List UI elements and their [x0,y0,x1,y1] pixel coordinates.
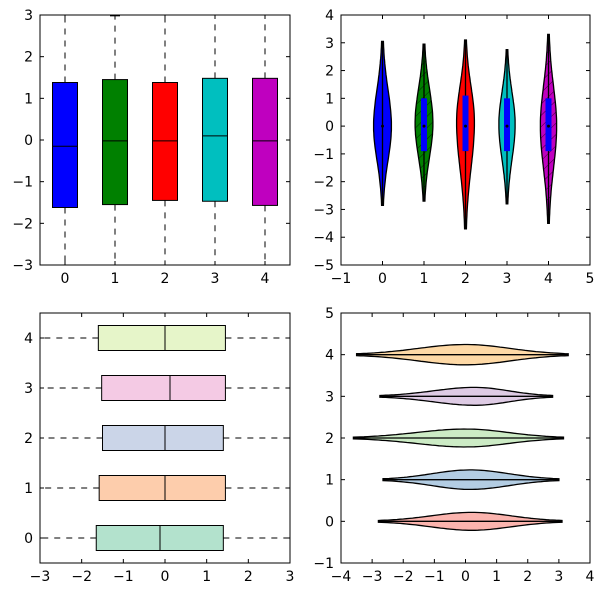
x-tick-label: 2 [161,271,170,287]
y-tick-label: 4 [325,8,334,24]
y-tick-label: −4 [313,230,334,246]
x-tick-label: 1 [492,569,501,585]
x-tick-label: 1 [420,271,429,287]
violin-median-dot [547,124,550,128]
y-tick-label: 2 [325,431,334,447]
y-tick-label: 3 [325,389,334,405]
x-tick-label: 4 [261,271,270,287]
x-tick-label: −3 [30,569,51,585]
x-tick-label: −3 [362,569,383,585]
y-tick-label: 0 [24,531,33,547]
violin-median-dot [422,124,426,128]
y-tick-label: 3 [24,8,33,24]
x-tick-label: 3 [286,569,295,585]
box-rect [101,375,226,401]
y-tick-label: 3 [325,36,334,52]
y-tick-label: 0 [24,133,33,149]
box-rect [102,425,224,451]
x-tick-label: 4 [586,569,595,585]
x-tick-label: 0 [461,569,470,585]
y-tick-label: 4 [24,331,33,347]
y-tick-label: 5 [325,306,334,322]
x-tick-label: 1 [202,569,211,585]
violin-median-dot [381,124,384,128]
y-tick-label: 2 [24,431,33,447]
y-tick-label: 3 [24,381,33,397]
y-tick-label: 1 [24,481,33,497]
x-tick-label: −2 [393,569,414,585]
y-tick-label: 0 [325,514,334,530]
x-tick-label: 3 [211,271,220,287]
y-tick-label: 2 [24,50,33,66]
y-tick-label: −1 [313,147,334,163]
y-tick-label: 1 [24,91,33,107]
x-tick-label: −1 [424,569,445,585]
x-tick-label: −1 [331,271,352,287]
x-tick-label: −4 [331,569,352,585]
box-rect [152,82,178,201]
box-rect [52,82,78,208]
x-tick-label: −2 [71,569,92,585]
violin-median-dot [464,124,467,128]
y-tick-label: 1 [325,473,334,489]
violin-median-dot [505,124,509,128]
box-rect [252,77,278,206]
x-tick-label: 0 [161,569,170,585]
x-tick-label: 0 [61,271,70,287]
box-rect [102,79,128,206]
y-tick-label: −3 [12,258,33,274]
y-tick-label: 2 [325,64,334,80]
panel-box-horizontal: −3 −2 −1 0 1 2 3 0 1 2 3 4 [24,312,295,585]
x-tick-label: 4 [544,271,553,287]
plot-content [352,343,569,531]
panel-box-vertical: 0 1 2 3 4 −3 −2 −1 0 1 2 3 [12,8,291,287]
box-rect [97,325,226,351]
x-tick-label: 5 [586,271,595,287]
plot-content [40,325,290,551]
x-tick-label: −1 [113,569,134,585]
panel-violin-vertical: −1 0 1 2 3 4 5 −5 −4 −3 −2 −1 0 1 2 3 4 [313,8,594,287]
y-tick-label: −1 [12,175,33,191]
y-tick-label: −5 [313,258,334,274]
y-tick-label: −1 [313,556,334,572]
y-tick-label: 0 [325,119,334,135]
plot-content [52,15,278,265]
x-tick-label: 0 [378,271,387,287]
y-tick-label: 4 [325,348,334,364]
x-tick-label: 1 [111,271,120,287]
box-rect [202,77,228,202]
x-tick-label: 3 [554,569,563,585]
plot-content [372,33,558,230]
x-tick-label: 2 [244,569,253,585]
box-rect [98,475,226,501]
x-tick-label: 2 [461,271,470,287]
x-tick-label: 3 [503,271,512,287]
y-tick-label: −3 [313,202,334,218]
y-tick-label: 1 [325,91,334,107]
violin-inner-box [462,95,469,152]
panel-violin-horizontal: −4 −3 −2 −1 0 1 2 3 4 −1 0 1 2 3 4 5 [313,306,594,585]
y-tick-label: −2 [12,216,33,232]
y-tick-label: −2 [313,175,334,191]
x-tick-label: 2 [523,569,532,585]
